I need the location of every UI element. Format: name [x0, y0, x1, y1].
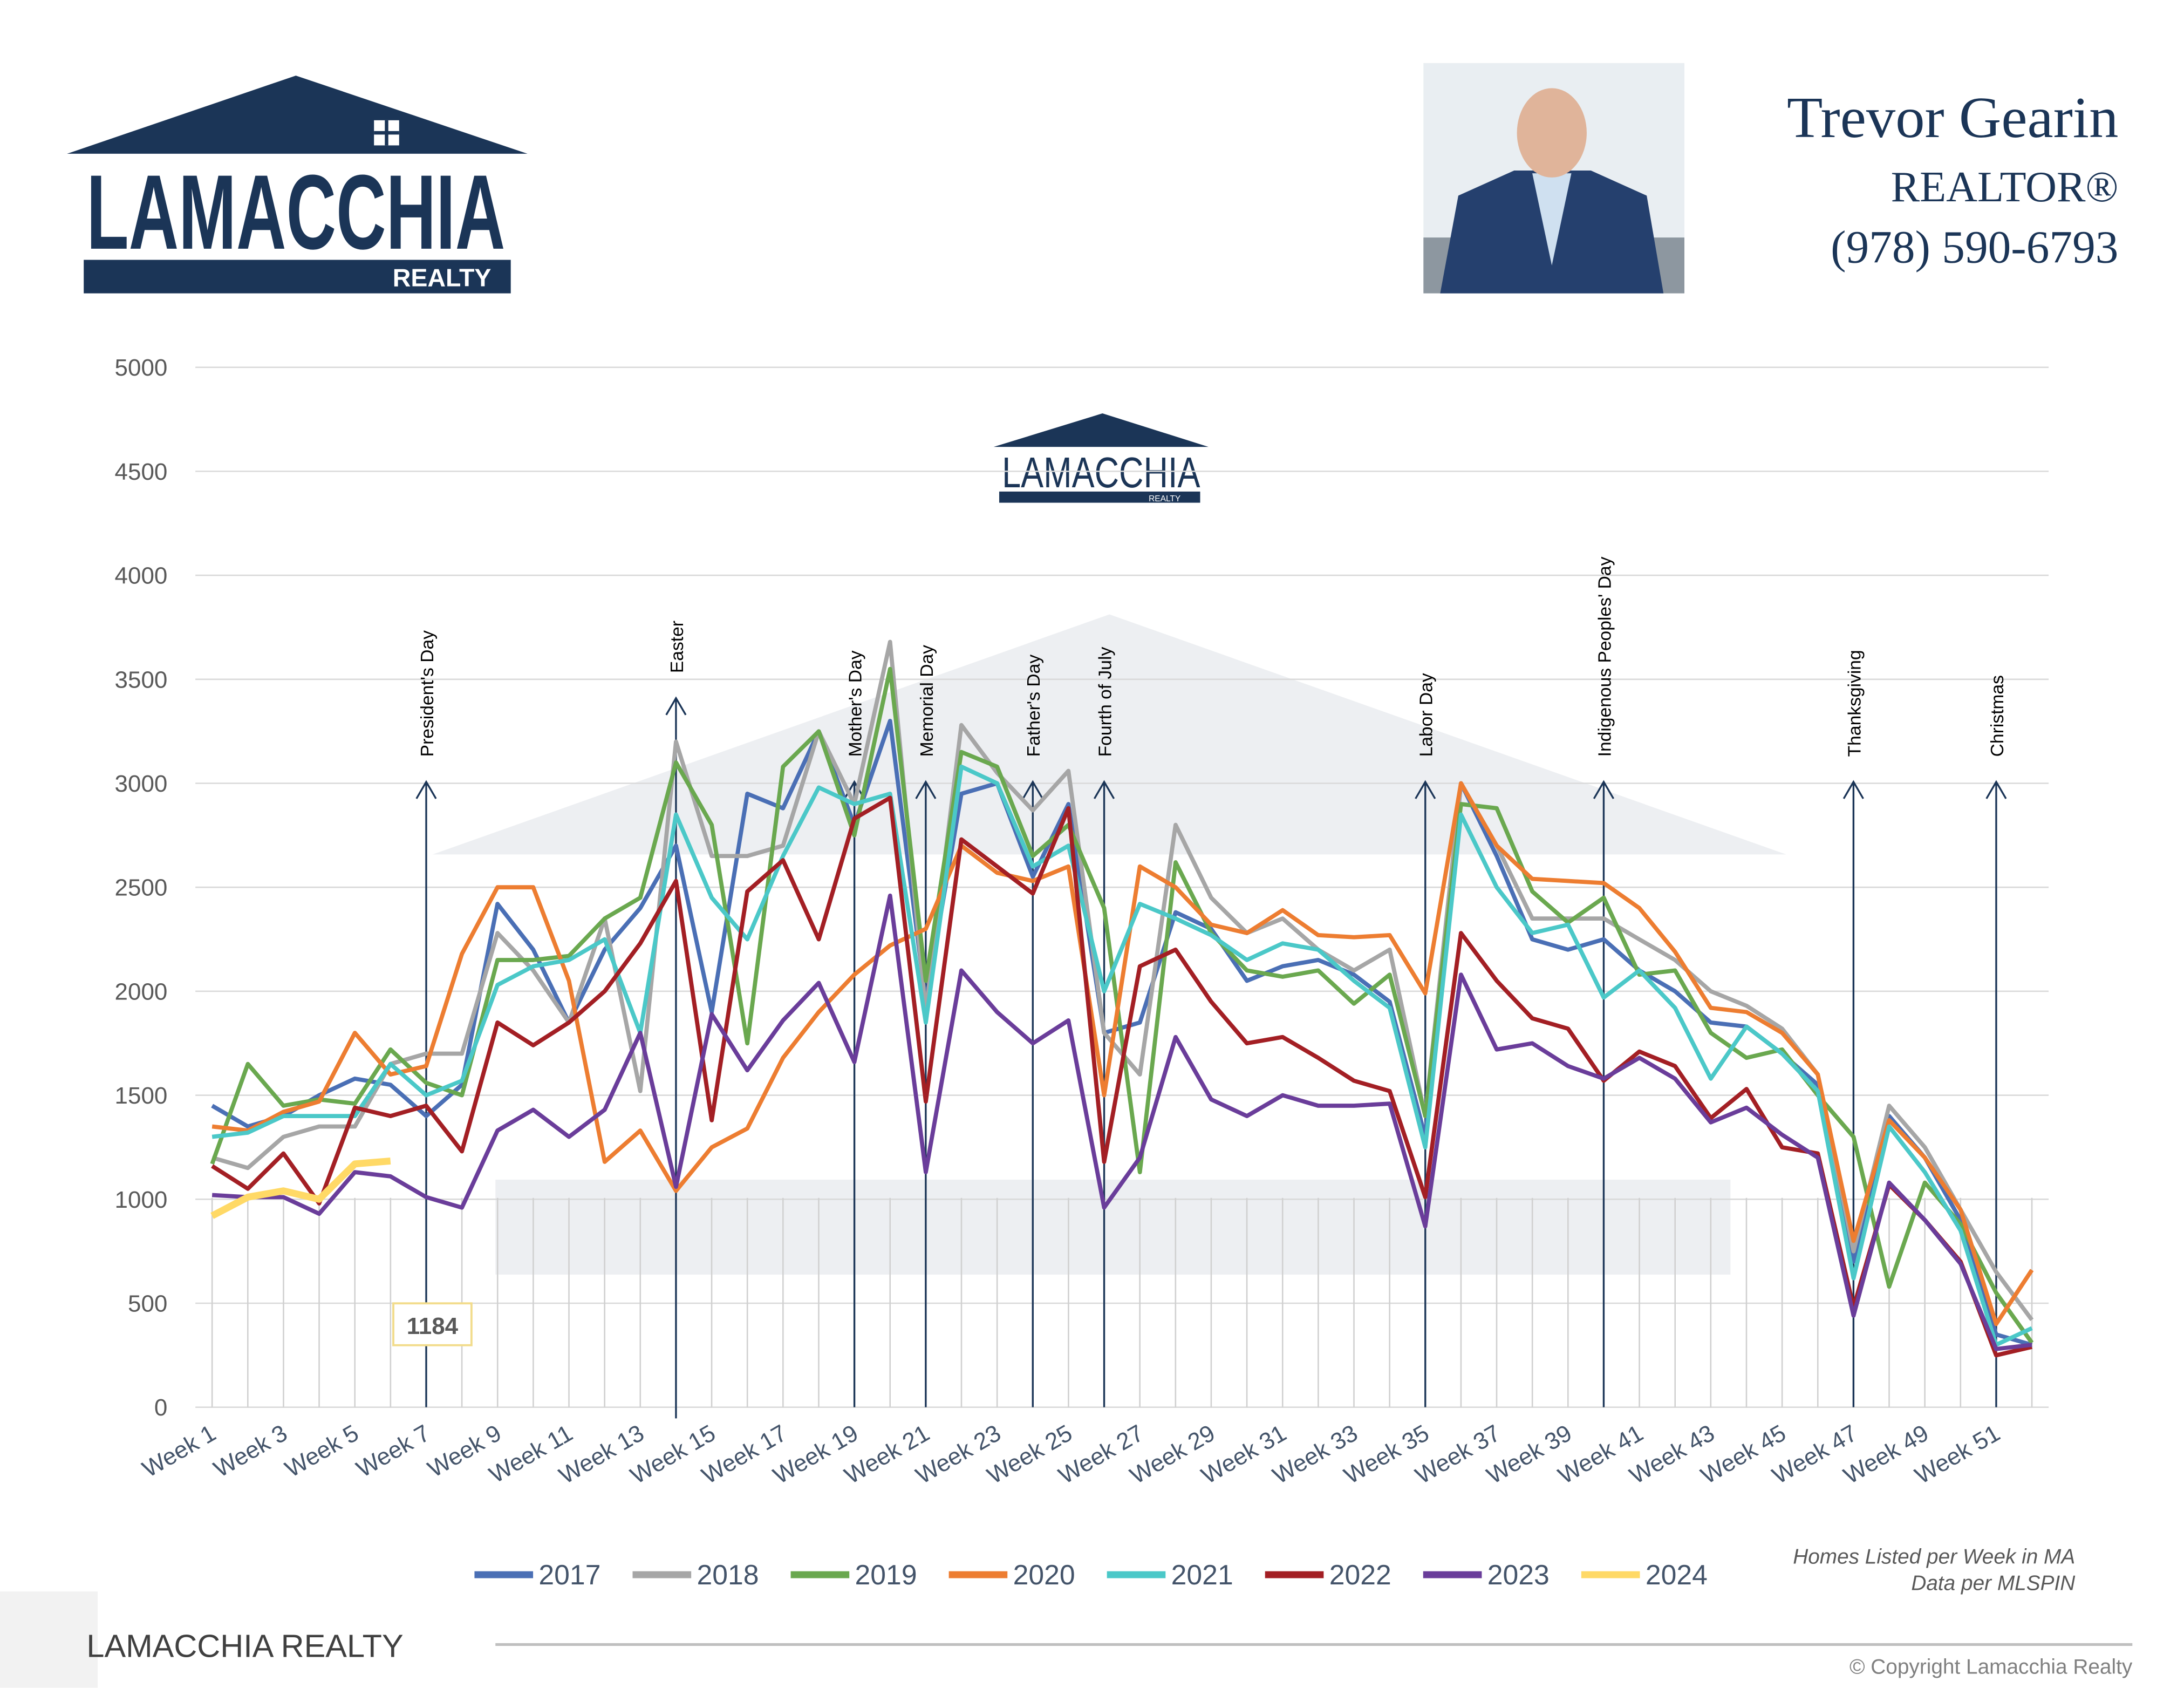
annotation-arrowhead [665, 696, 687, 716]
photo-head [1517, 88, 1587, 178]
annotation-label: Memorial Day [917, 645, 937, 757]
footer-band [0, 1591, 98, 1688]
logo-name: LAMACCHIA [86, 153, 505, 271]
annotation-arrowhead [1842, 780, 1864, 799]
watermark-roof [432, 614, 1786, 855]
annotation-arrowhead [1985, 780, 2007, 799]
annotation-label: Easter [667, 621, 687, 673]
annotation-arrowhead [1415, 780, 1436, 799]
photo-shirt [1532, 173, 1572, 266]
annotation-label: Fourth of July [1095, 647, 1115, 757]
x-tick-label: Week 3 [209, 1420, 292, 1483]
series-line [211, 795, 2032, 1358]
legend-label: 2023 [1487, 1559, 1550, 1590]
annotation-label: Mother's Day [846, 650, 866, 757]
data-label-box [392, 1302, 473, 1346]
y-tick-label: 4000 [115, 563, 168, 589]
agent-phone: (978) 590-6793 [1831, 222, 2118, 273]
agent-name: Trevor Gearin [1787, 85, 2118, 150]
series-line [211, 764, 2033, 1347]
y-tick-label: 500 [128, 1291, 167, 1317]
annotation-arrowhead [1022, 780, 1043, 799]
series-line [210, 666, 2034, 1344]
logo-bar [84, 260, 511, 294]
chart-note: Homes Listed per Week in MA [1793, 1545, 2075, 1568]
annotation-arrowhead [415, 780, 437, 799]
y-tick-label: 1000 [115, 1187, 168, 1213]
y-tick-label: 5000 [115, 355, 168, 381]
legend-label: 2021 [1171, 1559, 1233, 1590]
annotation-label: Christmas [1988, 675, 2008, 757]
chart-note: Data per MLSPIN [1911, 1572, 2076, 1595]
y-tick-label: 4500 [115, 459, 168, 485]
y-tick-label: 1500 [115, 1083, 168, 1109]
annotation-arrowhead [915, 780, 937, 799]
legend-label: 2017 [538, 1559, 600, 1590]
annotation-label: Thanksgiving [1845, 650, 1865, 757]
annotation-label: Labor Day [1417, 673, 1437, 757]
y-tick-label: 0 [154, 1394, 167, 1421]
logo-roof [67, 76, 528, 154]
annotation-arrowhead [1593, 780, 1614, 799]
legend-label: 2019 [855, 1559, 917, 1590]
center-logo-roof [993, 413, 1209, 447]
footer-brand: LAMACCHIA REALTY [86, 1628, 403, 1664]
x-tick-label: Week 5 [281, 1420, 363, 1483]
annotation-label: Indigenous Peoples' Day [1595, 556, 1615, 757]
center-logo-sub: REALTY [1149, 494, 1180, 503]
y-tick-label: 2500 [115, 875, 168, 901]
series-line [211, 781, 2034, 1326]
y-tick-label: 3000 [115, 771, 168, 797]
x-tick-label: Week 7 [352, 1420, 434, 1483]
plot: 0 500 1000 1500 2000 2500 3000 3500 4000 4500 5000… [115, 355, 2076, 1595]
y-tick-label: 2000 [115, 978, 168, 1005]
center-logo-bar [999, 491, 1200, 503]
footer-copyright: © Copyright Lamacchia Realty [1849, 1656, 2133, 1679]
annotation-label: President's Day [418, 630, 438, 757]
agent-photo [1423, 63, 1685, 294]
legend-label: 2024 [1646, 1559, 1708, 1590]
annotation-label: Father's Day [1024, 655, 1044, 757]
center-logo: LAMACCHIA REALTY [993, 413, 1209, 503]
legend-label: 2018 [697, 1559, 759, 1590]
annotation-arrowhead [1093, 780, 1115, 799]
y-tick-label: 3500 [115, 666, 168, 693]
center-logo-name: LAMACCHIA [1002, 448, 1200, 496]
x-tick-label: Week 1 [138, 1420, 221, 1483]
legend-label: 2022 [1329, 1559, 1391, 1590]
data-label: 1184 [407, 1313, 459, 1339]
series-line [211, 893, 2032, 1351]
agent-title: REALTOR® [1891, 164, 2119, 211]
series-line [210, 1157, 391, 1219]
logo-sub: REALTY [393, 264, 492, 292]
legend-label: 2020 [1013, 1559, 1075, 1590]
logo: LAMACCHIA REALTY [67, 76, 528, 294]
